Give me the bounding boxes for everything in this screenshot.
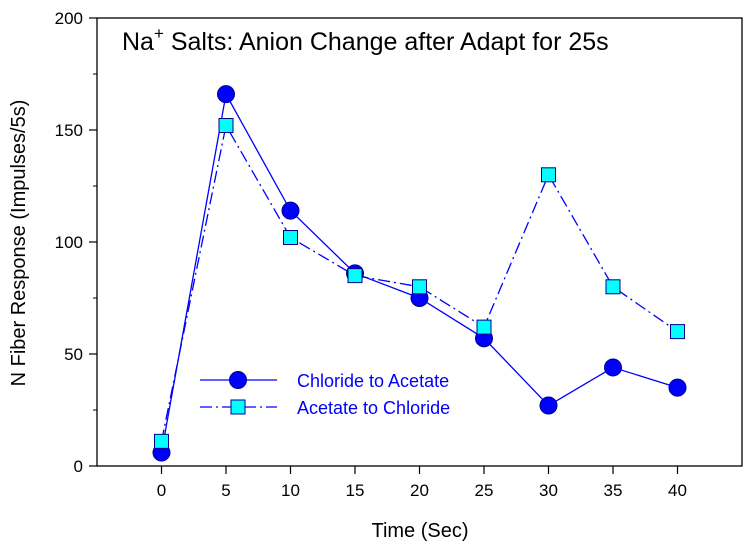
chart-title: Na+ Salts: Anion Change after Adapt for …: [122, 24, 609, 56]
x-tick-label: 10: [281, 481, 300, 500]
data-point-acetate-to-chloride: [541, 167, 556, 183]
series-layer: [152, 85, 687, 462]
data-point-chloride-to-acetate: [604, 358, 622, 377]
y-tick-label: 100: [55, 233, 83, 252]
legend-marker-square-icon: [230, 399, 246, 415]
data-point-acetate-to-chloride: [605, 279, 621, 295]
x-tick-label: 35: [604, 481, 623, 500]
legend-label-chloride-to-acetate: Chloride to Acetate: [297, 371, 449, 391]
data-point-acetate-to-chloride: [412, 279, 427, 295]
data-point-chloride-to-acetate: [668, 378, 687, 397]
x-tick-label: 5: [221, 481, 230, 500]
legend: Chloride to Acetate Acetate to Chloride: [200, 371, 450, 418]
x-axis-label: Time (Sec): [371, 520, 468, 542]
legend-marker-circle-icon: [229, 371, 247, 389]
axes: 0 5 10 15 20 25 30 35 40 0 50 100 150 200: [55, 9, 743, 500]
data-point-acetate-to-chloride: [476, 319, 492, 335]
chart-title-rest: Salts: Anion Change after Adapt for 25s: [164, 28, 609, 56]
y-tick-label: 200: [55, 9, 83, 28]
series-line-acetate-to-chloride: [160, 123, 678, 442]
y-axis-label: N Fiber Response (Impulses/5s): [8, 100, 30, 387]
data-point-chloride-to-acetate: [539, 396, 558, 415]
data-point-acetate-to-chloride: [670, 324, 685, 340]
y-tick-label: 0: [74, 457, 83, 476]
x-tick-label: 20: [410, 481, 429, 500]
data-point-chloride-to-acetate: [281, 201, 300, 220]
x-tick-label: 25: [475, 481, 494, 500]
data-point-acetate-to-chloride: [283, 230, 298, 246]
x-tick-label: 15: [346, 481, 365, 500]
x-tick-label: 30: [539, 481, 558, 500]
chart-title-superscript: +: [154, 24, 164, 43]
y-tick-label: 150: [55, 121, 83, 140]
chart-title-main: Na: [122, 28, 154, 56]
x-tick-label: 40: [668, 481, 687, 500]
legend-label-acetate-to-chloride: Acetate to Chloride: [297, 398, 450, 418]
legend-item-chloride-to-acetate: Chloride to Acetate: [200, 371, 449, 391]
data-point-acetate-to-chloride: [154, 433, 169, 449]
x-tick-label: 0: [157, 481, 166, 500]
y-tick-label: 50: [64, 345, 83, 364]
data-point-chloride-to-acetate: [217, 85, 235, 104]
data-point-acetate-to-chloride: [347, 268, 363, 284]
data-point-acetate-to-chloride: [218, 118, 234, 134]
legend-item-acetate-to-chloride: Acetate to Chloride: [200, 398, 450, 418]
